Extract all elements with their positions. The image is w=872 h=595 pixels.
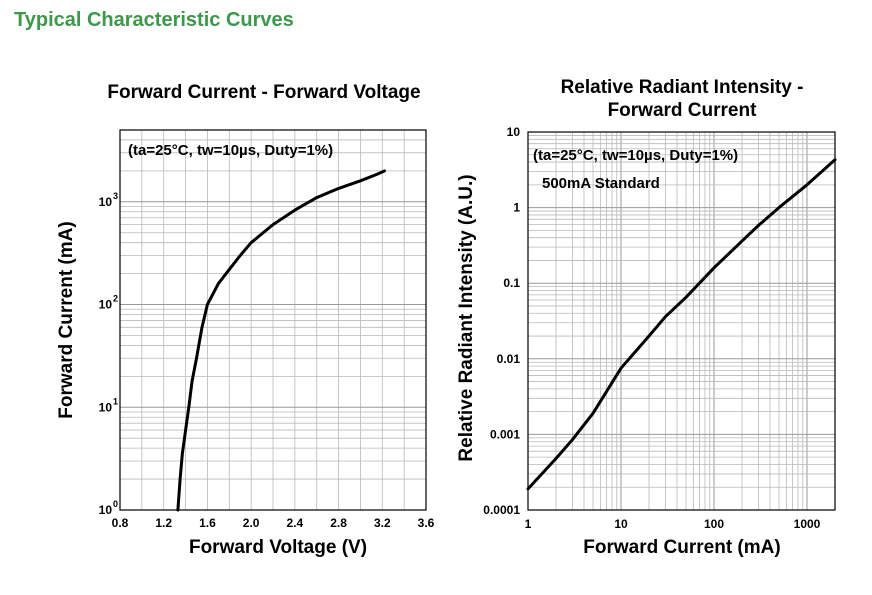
chart1-y-tick-exponent: 1: [113, 396, 118, 406]
chart1-y-tick-label: 10: [99, 298, 113, 312]
chart2-y-ticks: 0.0001 0.001 0.01 0.1 1 10: [483, 125, 520, 517]
chart1-x-tick-label: 2.4: [287, 516, 304, 530]
chart2-y-tick-label: 10: [507, 125, 521, 139]
chart1-series-line: [176, 169, 386, 512]
chart1-annotation: (ta=25°C, tw=10µs, Duty=1%): [128, 142, 333, 159]
chart2-y-tick-label: 1: [513, 201, 520, 215]
chart1-y-tick-label: 10: [99, 400, 113, 414]
chart2-y-tick-label: 0.001: [490, 427, 520, 441]
chart2-x-axis-label: Forward Current (mA): [583, 537, 780, 558]
chart1-x-tick-label: 2.0: [243, 516, 260, 530]
chart2-x-tick-label: 100: [704, 517, 724, 531]
chart1-y-tick-label: 10: [99, 195, 113, 209]
chart1-x-tick-label: 2.8: [330, 516, 347, 530]
chart1-grid: [119, 129, 427, 511]
chart1-x-axis-label: Forward Voltage (V): [189, 537, 367, 558]
chart1-y-tick-exponent: 3: [113, 191, 118, 201]
chart2-y-tick-label: 0.01: [497, 352, 521, 366]
chart2-y-axis-label: Relative Radiant Intensity (A.U.): [456, 174, 477, 461]
chart2-plot-frame: [527, 131, 836, 511]
chart2-x-ticks: 1 10 100 1000: [525, 517, 821, 531]
chart1-x-tick-label: 3.2: [374, 516, 391, 530]
chart2-series-line: [526, 158, 837, 491]
chart1-y-tick-label: 10: [99, 503, 113, 517]
chart1-plot-frame: [119, 129, 427, 511]
chart2-annotation: (ta=25°C, tw=10µs, Duty=1%): [533, 147, 738, 164]
chart2-x-tick-label: 10: [614, 517, 628, 531]
page-heading: Typical Characteristic Curves: [14, 9, 294, 31]
chart1-x-tick-label: 1.2: [155, 516, 172, 530]
chart1-x-ticks: 0.8 1.2 1.6 2.0 2.4 2.8 3.2 3.6: [112, 516, 435, 530]
chart-relative-intensity-current: Relative Radiant Intensity - Forward Cur…: [456, 77, 837, 558]
chart2-y-tick-label: 0.0001: [483, 503, 520, 517]
chart-forward-current-voltage: Forward Current - Forward Voltage 0.8 1.2…: [56, 82, 435, 558]
chart1-x-tick-label: 3.6: [418, 516, 435, 530]
chart1-x-tick-label: 0.8: [112, 516, 129, 530]
chart1-y-tick-exponent: 2: [113, 294, 118, 304]
chart2-title-line1: Relative Radiant Intensity -: [561, 77, 804, 98]
chart1-x-tick-label: 1.6: [199, 516, 216, 530]
chart1-title: Forward Current - Forward Voltage: [107, 82, 420, 103]
chart2-y-tick-label: 0.1: [503, 276, 520, 290]
chart2-title-line2: Forward Current: [608, 100, 758, 121]
chart1-y-tick-exponent: 0: [113, 499, 118, 509]
chart1-y-axis-label: Forward Current (mA): [56, 221, 77, 418]
chart2-x-tick-label: 1: [525, 517, 532, 531]
chart2-x-tick-label: 1000: [794, 517, 821, 531]
chart2-annotation-standard: 500mA Standard: [542, 175, 660, 192]
